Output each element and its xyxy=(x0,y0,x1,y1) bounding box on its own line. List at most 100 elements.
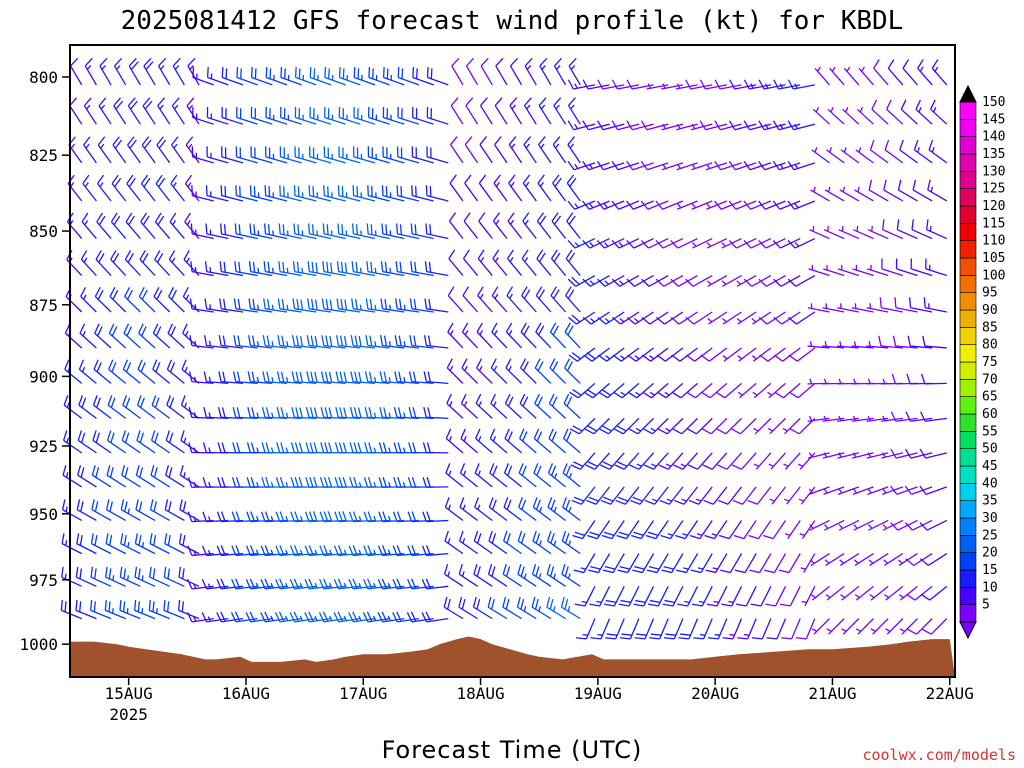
barb-half xyxy=(540,104,546,110)
barb-staff xyxy=(912,189,933,202)
wind-barb xyxy=(473,564,493,587)
barb-half xyxy=(574,242,580,247)
barb-staff xyxy=(734,123,757,131)
barb-half xyxy=(706,163,711,169)
barb-full xyxy=(894,297,897,308)
barb-full xyxy=(315,262,318,274)
barb-full xyxy=(142,215,150,226)
barb-half xyxy=(299,549,303,556)
barb-full xyxy=(688,499,699,505)
wind-barb xyxy=(783,452,801,470)
barb-half xyxy=(194,267,197,273)
barb-staff xyxy=(880,345,903,349)
barb-full xyxy=(640,239,649,249)
barb-full xyxy=(715,391,726,399)
wind-barb xyxy=(426,67,449,86)
barb-full xyxy=(702,464,713,470)
barb-full xyxy=(535,322,542,333)
wind-barb xyxy=(772,120,801,131)
barb-full xyxy=(353,442,358,453)
wind-barb xyxy=(691,200,713,210)
barb-staff xyxy=(884,149,904,164)
wind-barb xyxy=(839,553,860,566)
barb-full xyxy=(188,407,193,418)
barb-full xyxy=(350,371,354,382)
colorbar-segment xyxy=(959,483,977,501)
wind-barb xyxy=(582,120,610,131)
wind-barb xyxy=(640,160,669,171)
barb-half xyxy=(403,304,406,311)
barb-full xyxy=(163,566,167,578)
barb-half xyxy=(116,65,121,70)
wind-barb xyxy=(690,123,713,131)
wind-barb xyxy=(824,519,845,531)
barb-full xyxy=(550,286,558,296)
barb-staff xyxy=(782,347,801,362)
barb-half xyxy=(403,412,406,418)
barb-full xyxy=(873,59,880,69)
barb-half xyxy=(736,280,741,285)
wind-barb xyxy=(762,520,787,540)
barb-half xyxy=(567,606,571,612)
barb-full xyxy=(144,139,152,149)
wind-barb xyxy=(265,67,288,86)
wind-barb xyxy=(96,212,112,239)
wind-barb xyxy=(531,596,552,620)
wind-barb xyxy=(475,393,493,419)
barb-full xyxy=(673,464,684,470)
wind-barb xyxy=(597,79,625,90)
barb-half xyxy=(358,516,362,522)
barb-full xyxy=(150,430,156,441)
barb-full xyxy=(153,467,158,478)
wind-barb xyxy=(444,497,464,521)
barb-staff xyxy=(757,520,772,540)
wind-barb xyxy=(767,382,786,399)
barb-full xyxy=(384,261,388,273)
colorbar-segment xyxy=(959,344,977,363)
wind-barb xyxy=(677,586,699,607)
wind-barb xyxy=(618,586,640,607)
barb-full xyxy=(488,497,494,508)
wind-barb xyxy=(887,59,904,86)
barb-full xyxy=(187,477,193,488)
barb-staff xyxy=(776,618,787,640)
barb-half xyxy=(85,143,90,149)
barb-full xyxy=(364,371,369,382)
wind-barb xyxy=(787,200,816,210)
barb-full xyxy=(689,534,701,540)
barb-full xyxy=(168,250,176,260)
barb-full xyxy=(80,467,85,478)
wind-barb xyxy=(94,287,112,313)
barb-full xyxy=(328,407,333,418)
barb-full xyxy=(78,395,84,406)
barb-full xyxy=(899,139,904,151)
barb-half xyxy=(171,257,176,263)
barb-full xyxy=(83,136,91,146)
barb-full xyxy=(582,316,592,325)
barb-full xyxy=(192,67,195,78)
barb-full xyxy=(299,335,304,347)
barb-full xyxy=(539,215,547,225)
wind-barb xyxy=(878,335,903,349)
wind-barb xyxy=(291,335,317,349)
wind-barb xyxy=(764,553,787,574)
barb-full xyxy=(94,568,97,579)
barb-full xyxy=(787,160,795,171)
barb-full xyxy=(411,545,417,556)
barb-half xyxy=(207,583,212,589)
barb-full xyxy=(611,79,618,90)
barb-full xyxy=(307,298,310,309)
barb-full xyxy=(411,511,417,522)
barb-full xyxy=(367,477,373,488)
barb-staff xyxy=(924,417,947,422)
barb-half xyxy=(343,615,348,621)
barb-half xyxy=(493,401,497,407)
wind-barb xyxy=(534,358,552,384)
barb-full xyxy=(582,160,590,171)
barb-half xyxy=(589,242,594,247)
wind-barb xyxy=(714,79,742,90)
barb-staff xyxy=(766,311,786,325)
wind-barb xyxy=(657,382,684,399)
wind-barb xyxy=(261,442,288,454)
barb-full xyxy=(75,599,78,611)
